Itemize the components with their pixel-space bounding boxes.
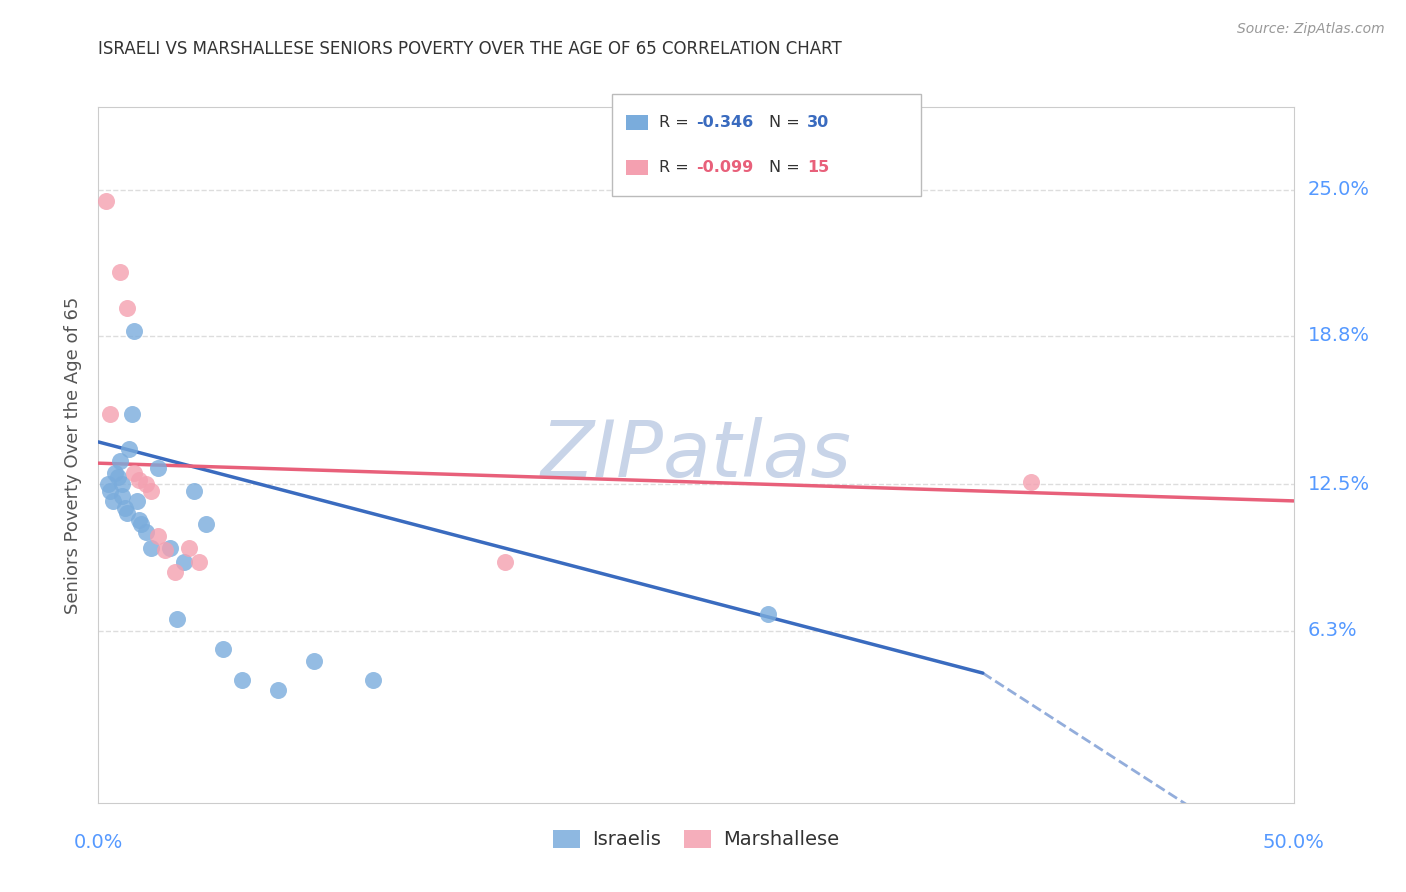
- Point: [363, 673, 385, 688]
- Point: [135, 477, 157, 491]
- Point: [159, 541, 181, 555]
- Point: [302, 654, 325, 668]
- Point: [148, 529, 170, 543]
- Text: 12.5%: 12.5%: [1308, 475, 1369, 494]
- Point: [101, 494, 124, 508]
- Point: [128, 473, 150, 487]
- Point: [98, 484, 122, 499]
- Point: [104, 466, 127, 480]
- Text: N =: N =: [769, 115, 806, 130]
- Point: [115, 301, 138, 315]
- Text: 30: 30: [807, 115, 830, 130]
- Text: 15: 15: [807, 160, 830, 175]
- Text: ISRAELI VS MARSHALLESE SENIORS POVERTY OVER THE AGE OF 65 CORRELATION CHART: ISRAELI VS MARSHALLESE SENIORS POVERTY O…: [98, 40, 842, 58]
- Text: -0.099: -0.099: [696, 160, 754, 175]
- Point: [183, 484, 205, 499]
- Point: [111, 489, 134, 503]
- Point: [108, 265, 131, 279]
- Point: [494, 555, 516, 569]
- Text: N =: N =: [769, 160, 806, 175]
- Point: [1019, 475, 1042, 489]
- Point: [756, 607, 779, 621]
- Point: [121, 407, 143, 421]
- Point: [108, 454, 131, 468]
- Point: [173, 555, 195, 569]
- Text: R =: R =: [659, 115, 695, 130]
- Point: [194, 517, 217, 532]
- Point: [135, 524, 157, 539]
- Point: [163, 565, 186, 579]
- Point: [124, 466, 146, 480]
- Point: [179, 541, 201, 555]
- Point: [111, 477, 134, 491]
- Point: [139, 541, 162, 555]
- Text: -0.346: -0.346: [696, 115, 754, 130]
- Text: 25.0%: 25.0%: [1308, 180, 1369, 199]
- Point: [187, 555, 209, 569]
- Y-axis label: Seniors Poverty Over the Age of 65: Seniors Poverty Over the Age of 65: [63, 296, 82, 614]
- Point: [148, 461, 170, 475]
- Point: [267, 682, 290, 697]
- Text: ZIPatlas: ZIPatlas: [540, 417, 852, 493]
- Legend: Israelis, Marshallese: Israelis, Marshallese: [543, 820, 849, 859]
- Text: R =: R =: [659, 160, 695, 175]
- Text: Source: ZipAtlas.com: Source: ZipAtlas.com: [1237, 22, 1385, 37]
- Point: [211, 642, 233, 657]
- Point: [94, 194, 117, 209]
- Point: [118, 442, 141, 456]
- Point: [114, 500, 136, 515]
- Text: 0.0%: 0.0%: [73, 833, 124, 853]
- Point: [155, 543, 177, 558]
- Point: [98, 407, 122, 421]
- Point: [131, 517, 153, 532]
- Point: [107, 470, 129, 484]
- Text: 18.8%: 18.8%: [1308, 326, 1369, 345]
- Point: [97, 477, 120, 491]
- Text: 6.3%: 6.3%: [1308, 621, 1357, 640]
- Point: [231, 673, 253, 688]
- Point: [124, 324, 146, 338]
- Text: 50.0%: 50.0%: [1263, 833, 1324, 853]
- Point: [128, 513, 150, 527]
- Point: [166, 612, 188, 626]
- Point: [125, 494, 148, 508]
- Point: [139, 484, 162, 499]
- Point: [115, 506, 138, 520]
